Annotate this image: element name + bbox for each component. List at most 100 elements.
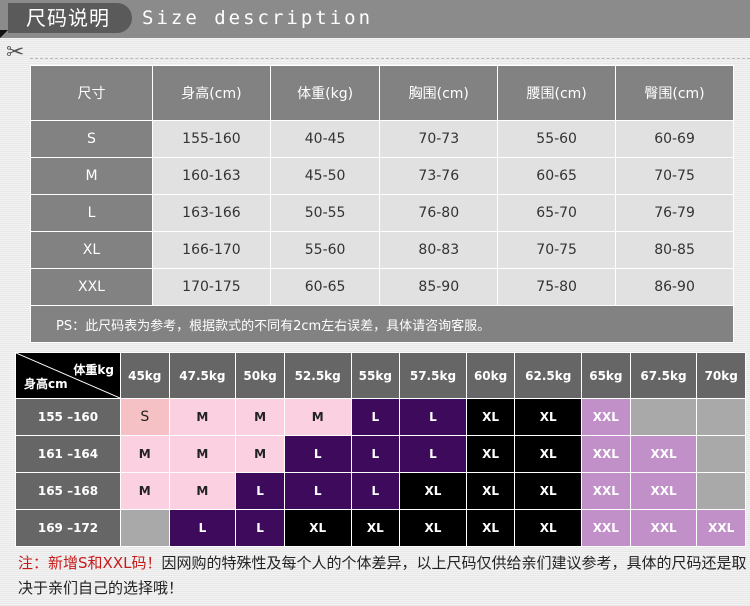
size-label: S	[30, 120, 153, 158]
table-cell: 166-170	[152, 231, 271, 269]
grid-cell	[696, 435, 746, 473]
size-table: 尺寸 身高(cm) 体重(kg) 胸围(cm) 腰围(cm) 臀围(cm) S 155-16…	[30, 65, 734, 343]
table-cell: 60-65	[497, 157, 617, 195]
grid-cell: L	[399, 435, 467, 473]
weight-header: 57.5kg	[399, 352, 467, 399]
grid-row: 165 –168 M M L L L XL XL XL XXL XXL	[15, 472, 746, 510]
table-cell: 55-60	[497, 120, 617, 158]
cut-line	[30, 58, 750, 59]
note-highlight: S和XXL码！	[78, 554, 162, 572]
weight-header: 55kg	[350, 352, 401, 399]
grid-cell	[696, 398, 746, 436]
grid-cell: XL	[399, 472, 467, 510]
height-label: 165 –168	[15, 472, 121, 510]
table-cell: 45-50	[269, 157, 381, 195]
grid-cell: M	[168, 472, 237, 510]
grid-cell: XXL	[629, 509, 698, 547]
grid-cell: XL	[465, 509, 516, 547]
grid-row: 169 –172 L L XL XL XL XL XL XXL XXL XXL	[15, 509, 746, 547]
grid-corner: 体重kg 身高cm	[15, 352, 121, 399]
grid-cell: XXL	[581, 435, 631, 473]
height-axis-label: 身高cm	[24, 377, 68, 391]
grid-cell: XL	[465, 435, 516, 473]
grid-cell: XL	[465, 398, 516, 436]
table-cell: 75-80	[497, 268, 617, 306]
grid-cell: M	[235, 398, 285, 436]
table-cell: 70-75	[615, 157, 734, 195]
weight-header: 47.5kg	[168, 352, 237, 399]
grid-cell: XXL	[581, 509, 631, 547]
grid-cell: XXL	[629, 472, 698, 510]
grid-row: 161 –164 M M M L L L XL XL XXL XXL	[15, 435, 746, 473]
table-cell: 170-175	[152, 268, 271, 306]
column-header: 臀围(cm)	[615, 65, 734, 121]
table-cell: 163-166	[152, 194, 271, 232]
note-text: 因网购的特殊性及每个人的个体差异，以上尺码仅供给亲们建议参考，具体的尺码还是取决…	[18, 554, 747, 597]
table-row: XL 166-170 55-60 80-83 70-75 80-85	[30, 231, 734, 269]
table-cell: 55-60	[269, 231, 381, 269]
grid-cell: L	[283, 435, 352, 473]
diagonal-line	[16, 353, 120, 398]
grid-cell	[629, 398, 698, 436]
size-label: XL	[30, 231, 153, 269]
grid-cell: XL	[283, 509, 352, 547]
grid-cell: XL	[465, 472, 516, 510]
grid-cell	[120, 509, 170, 547]
grid-cell: M	[168, 435, 237, 473]
weight-header: 62.5kg	[514, 352, 583, 399]
table-cell: 65-70	[497, 194, 617, 232]
table-cell: 76-80	[379, 194, 499, 232]
grid-cell: S	[120, 398, 170, 436]
grid-cell: L	[168, 509, 237, 547]
table-cell: 80-85	[615, 231, 734, 269]
grid-cell: XL	[514, 435, 583, 473]
grid-cell: L	[350, 472, 401, 510]
table-cell: 73-76	[379, 157, 499, 195]
grid-cell: XL	[514, 398, 583, 436]
grid-cell: L	[235, 472, 285, 510]
grid-cell: XL	[350, 509, 401, 547]
weight-axis-label: 体重kg	[73, 363, 114, 377]
table-cell: 50-55	[269, 194, 381, 232]
weight-header: 70kg	[696, 352, 746, 399]
scissors-icon: ✂	[6, 40, 25, 65]
weight-header: 60kg	[465, 352, 516, 399]
header-bar: 尺码说明 Size description	[0, 0, 750, 38]
grid-cell: XXL	[581, 472, 631, 510]
table-cell: 70-73	[379, 120, 499, 158]
grid-cell: L	[235, 509, 285, 547]
footer-note: 注：新增S和XXL码！因网购的特殊性及每个人的个体差异，以上尺码仅供给亲们建议参…	[18, 551, 748, 601]
table-cell: 60-65	[269, 268, 381, 306]
weight-header: 52.5kg	[283, 352, 352, 399]
column-header: 尺寸	[30, 65, 153, 121]
weight-header: 50kg	[235, 352, 285, 399]
table-row: M 160-163 45-50 73-76 60-65 70-75	[30, 157, 734, 195]
height-label: 155 –160	[15, 398, 121, 436]
column-header: 胸围(cm)	[379, 65, 499, 121]
grid-row: 155 –160 S M M M L L XL XL XXL	[15, 398, 746, 436]
table-row: XXL 170-175 60-65 85-90 75-80 86-90	[30, 268, 734, 306]
table-cell: 76-79	[615, 194, 734, 232]
table-cell: 155-160	[152, 120, 271, 158]
title-en: Size description	[142, 7, 374, 29]
grid-cell: XL	[399, 509, 467, 547]
table-row: L 163-166 50-55 76-80 65-70 76-79	[30, 194, 734, 232]
weight-header: 45kg	[120, 352, 170, 399]
height-label: 161 –164	[15, 435, 121, 473]
grid-cell: M	[120, 435, 170, 473]
grid-cell: XXL	[629, 435, 698, 473]
grid-cell: L	[350, 398, 401, 436]
grid-cell: XXL	[696, 509, 746, 547]
table-cell: 60-69	[615, 120, 734, 158]
height-label: 169 –172	[15, 509, 121, 547]
column-header: 体重(kg)	[269, 65, 381, 121]
table-cell: 85-90	[379, 268, 499, 306]
title-cn: 尺码说明	[8, 3, 132, 33]
size-label: M	[30, 157, 153, 195]
grid-cell: M	[120, 472, 170, 510]
table-cell: 40-45	[269, 120, 381, 158]
size-table-note: PS：此尺码表为参考，根据款式的不同有2cm左右误差，具体请咨询客服。	[30, 305, 734, 343]
grid-cell: L	[399, 398, 467, 436]
table-cell: 86-90	[615, 268, 734, 306]
weight-header: 65kg	[581, 352, 631, 399]
